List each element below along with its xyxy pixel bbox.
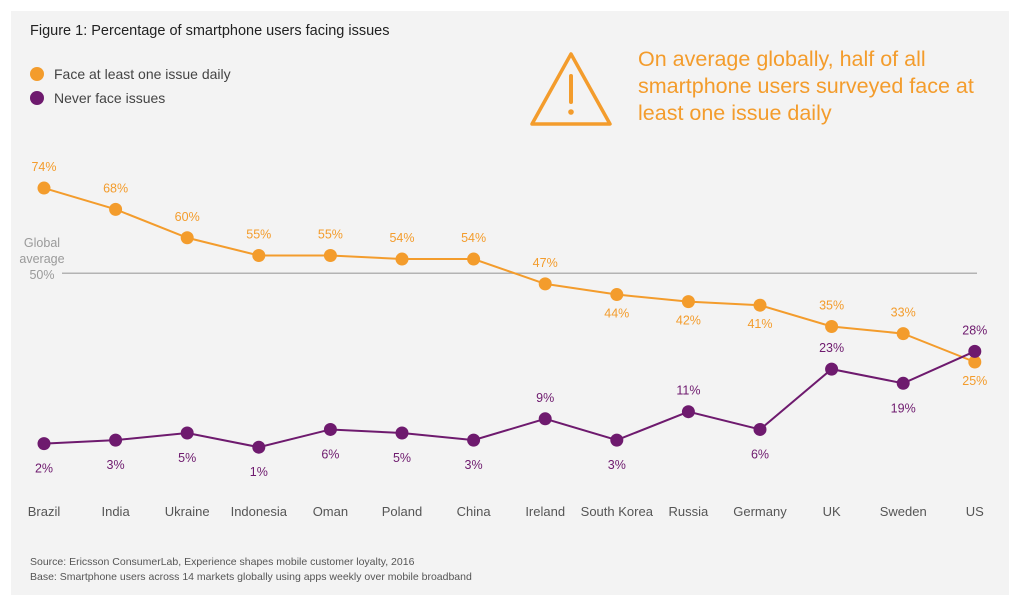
chart-footer: Source: Ericsson ConsumerLab, Experience… <box>30 555 472 585</box>
x-tick-label: Sweden <box>880 504 927 519</box>
base-note: Base: Smartphone users across 14 markets… <box>30 571 472 583</box>
data-label: 3% <box>608 458 626 472</box>
x-tick-label: South Korea <box>581 504 654 519</box>
data-point <box>968 355 982 369</box>
legend-marker-daily <box>30 67 44 81</box>
legend-item-daily: Face at least one issue daily <box>30 62 231 86</box>
data-point <box>538 412 552 426</box>
data-label: 44% <box>604 307 629 321</box>
data-label: 55% <box>246 228 271 242</box>
data-point <box>109 202 123 216</box>
data-label: 5% <box>178 451 196 465</box>
data-point <box>395 252 409 266</box>
data-point <box>252 249 266 262</box>
data-label: 6% <box>321 447 339 461</box>
data-label: 42% <box>676 314 701 328</box>
legend-label-daily: Face at least one issue daily <box>54 66 231 82</box>
data-point <box>753 422 767 436</box>
series-line <box>43 187 976 363</box>
x-tick-label: Germany <box>733 504 787 519</box>
data-point <box>896 327 910 341</box>
data-point <box>896 376 910 390</box>
x-tick-label: Poland <box>382 504 422 519</box>
data-point <box>538 277 552 291</box>
data-label: 2% <box>35 462 53 476</box>
data-label: 47% <box>533 256 558 270</box>
data-point <box>753 298 767 312</box>
x-tick-label: Indonesia <box>231 504 288 519</box>
figure-panel <box>11 11 1009 595</box>
data-point <box>610 433 624 447</box>
global-average-label: Global <box>24 236 60 250</box>
x-tick-label: Ireland <box>525 504 565 519</box>
data-point <box>323 422 337 436</box>
data-label: 33% <box>891 306 916 320</box>
data-label: 5% <box>393 451 411 465</box>
legend-item-never: Never face issues <box>30 86 231 110</box>
x-tick-label: India <box>101 504 130 519</box>
x-tick-label: Russia <box>669 504 710 519</box>
x-tick-label: US <box>966 504 984 519</box>
data-point <box>610 288 624 302</box>
data-point <box>37 181 51 195</box>
data-label: 23% <box>819 341 844 355</box>
data-label: 3% <box>465 458 483 472</box>
data-point <box>681 295 695 309</box>
figure-title: Figure 1: Percentage of smartphone users… <box>30 23 390 39</box>
chart-legend: Face at least one issue daily Never face… <box>30 62 231 110</box>
data-point <box>467 433 481 447</box>
x-tick-label: Brazil <box>28 504 61 519</box>
data-point <box>323 249 337 262</box>
data-label: 68% <box>103 181 128 195</box>
data-point <box>825 362 839 376</box>
data-point <box>180 231 194 245</box>
legend-marker-never <box>30 91 44 105</box>
x-tick-label: China <box>457 504 492 519</box>
global-average-value: 50% <box>29 268 54 282</box>
x-tick-label: Oman <box>313 504 348 519</box>
data-point <box>109 433 123 447</box>
data-point <box>252 440 266 454</box>
source-note: Source: Ericsson ConsumerLab, Experience… <box>30 556 415 568</box>
data-label: 54% <box>389 231 414 245</box>
legend-label-never: Never face issues <box>54 90 166 106</box>
data-label: 55% <box>318 228 343 242</box>
data-label: 1% <box>250 465 268 479</box>
data-label: 9% <box>536 391 554 405</box>
data-label: 35% <box>819 299 844 313</box>
x-tick-label: Ukraine <box>165 504 210 519</box>
series-line <box>43 350 976 449</box>
data-label: 6% <box>751 447 769 461</box>
data-label: 3% <box>107 458 125 472</box>
data-label: 41% <box>747 317 772 331</box>
data-label: 54% <box>461 231 486 245</box>
data-point <box>968 344 982 358</box>
global-average-label: average <box>19 252 64 266</box>
data-label: 60% <box>175 210 200 224</box>
data-point <box>681 405 695 419</box>
x-tick-label: UK <box>823 504 841 519</box>
data-label: 25% <box>962 374 987 388</box>
warning-triangle-icon <box>530 52 612 126</box>
data-label: 11% <box>676 384 700 398</box>
callout-text: On average globally, half of all smartph… <box>638 47 974 125</box>
data-label: 28% <box>962 323 987 337</box>
data-point <box>395 426 409 440</box>
data-point <box>467 252 481 266</box>
data-point <box>37 437 51 451</box>
data-label: 74% <box>31 160 56 174</box>
data-label: 19% <box>891 401 916 415</box>
data-point <box>180 426 194 440</box>
data-point <box>825 320 839 333</box>
